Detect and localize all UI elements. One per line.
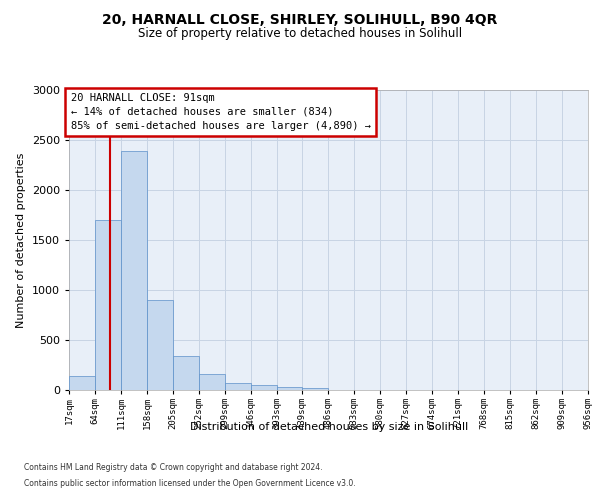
- Bar: [147, 300, 173, 390]
- Text: Contains public sector information licensed under the Open Government Licence v3: Contains public sector information licen…: [24, 478, 356, 488]
- Bar: [69, 376, 95, 390]
- Text: Contains HM Land Registry data © Crown copyright and database right 2024.: Contains HM Land Registry data © Crown c…: [24, 464, 323, 472]
- Text: 20, HARNALL CLOSE, SHIRLEY, SOLIHULL, B90 4QR: 20, HARNALL CLOSE, SHIRLEY, SOLIHULL, B9…: [103, 12, 497, 26]
- Bar: [95, 220, 121, 390]
- Text: Size of property relative to detached houses in Solihull: Size of property relative to detached ho…: [138, 28, 462, 40]
- Bar: [302, 388, 328, 390]
- Bar: [121, 151, 147, 390]
- Y-axis label: Number of detached properties: Number of detached properties: [16, 152, 26, 328]
- Bar: [225, 382, 251, 390]
- Bar: [251, 385, 277, 390]
- Bar: [277, 386, 302, 390]
- Bar: [173, 356, 199, 390]
- Bar: [199, 374, 225, 390]
- Text: 20 HARNALL CLOSE: 91sqm
← 14% of detached houses are smaller (834)
85% of semi-d: 20 HARNALL CLOSE: 91sqm ← 14% of detache…: [71, 93, 371, 131]
- Text: Distribution of detached houses by size in Solihull: Distribution of detached houses by size …: [190, 422, 468, 432]
